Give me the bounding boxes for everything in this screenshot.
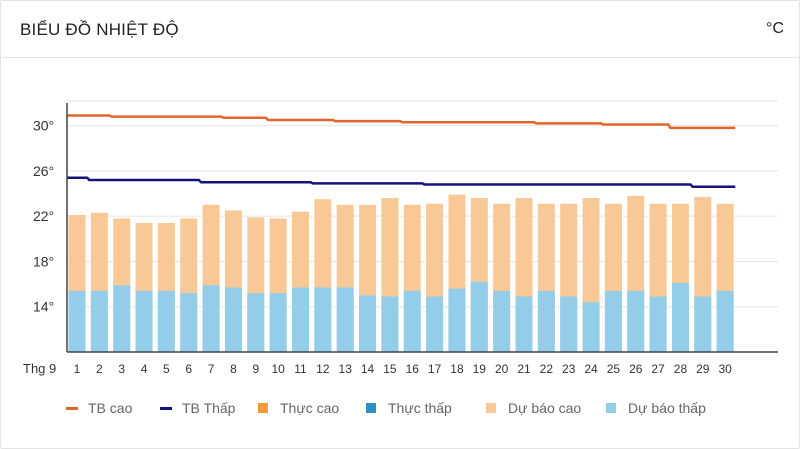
bar-du-bao-thap [68, 290, 86, 352]
x-axis-title: Thg 9 [23, 361, 56, 376]
x-tick-label: 27 [651, 362, 665, 376]
x-tick-label: 28 [674, 362, 688, 376]
bar-du-bao-thap [381, 296, 399, 352]
legend-item-du-bao-thap[interactable]: Dự báo thấp [606, 396, 706, 420]
legend-swatch-tb-cao [66, 406, 78, 410]
x-tick-label: 10 [271, 362, 285, 376]
x-tick-label: 7 [208, 362, 215, 376]
bar-du-bao-thap [180, 293, 198, 352]
bar-du-bao-thap [426, 296, 444, 352]
x-tick-label: 1 [74, 362, 81, 376]
legend-label: Dự báo thấp [628, 400, 706, 416]
x-tick-label: 29 [696, 362, 710, 376]
x-tick-label: 14 [361, 362, 375, 376]
legend-swatch-thuc-thap [366, 403, 376, 413]
legend-item-thuc-cao[interactable]: Thực cao [258, 396, 339, 420]
bar-du-bao-thap [157, 290, 175, 352]
bar-du-bao-thap [113, 285, 131, 352]
x-tick-label: 17 [428, 362, 442, 376]
chart-header: BIỂU ĐỒ NHIỆT ĐỘ °C [2, 2, 800, 58]
x-tick-label: 6 [185, 362, 192, 376]
chart-title: BIỂU ĐỒ NHIỆT ĐỘ [20, 20, 179, 39]
legend-label: TB Thấp [182, 400, 236, 416]
x-tick-label: 19 [473, 362, 487, 376]
bar-du-bao-thap [627, 290, 645, 352]
legend-swatch-du-bao-thap [606, 403, 616, 413]
x-tick-label: 30 [718, 362, 732, 376]
x-tick-label: 3 [118, 362, 125, 376]
bar-du-bao-thap [493, 290, 511, 352]
legend-item-tb-thap[interactable]: TB Thấp [160, 396, 235, 420]
x-tick-label: 5 [163, 362, 170, 376]
x-tick-label: 20 [495, 362, 509, 376]
x-tick-label: 21 [517, 362, 531, 376]
bar-du-bao-thap [269, 293, 287, 352]
x-tick-label: 12 [316, 362, 330, 376]
legend-swatch-du-bao-cao [486, 403, 496, 413]
x-tick-label: 23 [562, 362, 576, 376]
y-tick-label: 18° [33, 253, 54, 269]
bar-du-bao-thap [90, 290, 108, 352]
line-tb-thap [66, 176, 736, 189]
bar-du-bao-thap [448, 288, 466, 352]
bar-du-bao-thap [470, 281, 488, 352]
x-tick-label: 26 [629, 362, 643, 376]
bar-du-bao-thap [359, 295, 377, 352]
x-tick-label: 25 [607, 362, 621, 376]
legend-label: TB cao [88, 400, 133, 416]
legend-item-du-bao-cao[interactable]: Dự báo cao [486, 396, 581, 420]
y-tick-label: 26° [33, 163, 54, 179]
y-tick-label: 22° [33, 208, 54, 224]
x-tick-label: 8 [230, 362, 237, 376]
bar-du-bao-thap [247, 293, 265, 352]
legend-item-tb-cao[interactable]: TB cao [66, 396, 132, 420]
bar-du-bao-thap [649, 296, 667, 352]
bar-du-bao-thap [314, 287, 332, 352]
x-tick-label: 22 [540, 362, 554, 376]
bar-du-bao-thap [403, 290, 421, 352]
bar-du-bao-thap [537, 290, 555, 352]
bar-du-bao-thap [336, 287, 354, 352]
x-tick-label: 18 [450, 362, 464, 376]
y-tick-label: 30° [33, 118, 54, 134]
x-tick-label: 11 [294, 362, 307, 376]
legend-label: Thực cao [280, 400, 340, 416]
bar-du-bao-thap [135, 290, 153, 352]
bar-du-bao-thap [604, 290, 622, 352]
bar-du-bao-thap [560, 296, 578, 352]
x-tick-label: 16 [406, 362, 420, 376]
bar-du-bao-thap [671, 282, 689, 352]
chart-legend: TB cao TB Thấp Thực cao Thực thấp Dự báo… [0, 396, 800, 420]
legend-swatch-tb-thap [160, 406, 172, 410]
legend-swatch-thuc-cao [258, 403, 268, 413]
x-tick-label: 4 [141, 362, 148, 376]
bar-du-bao-thap [292, 287, 309, 352]
line-tb-cao [66, 114, 736, 130]
legend-label: Thực thấp [388, 400, 452, 416]
bar-du-bao-thap [716, 290, 734, 352]
x-tick-label: 24 [584, 362, 598, 376]
y-tick-label: 14° [33, 299, 54, 315]
legend-item-thuc-thap[interactable]: Thực thấp [366, 396, 452, 420]
bar-du-bao-thap [582, 302, 600, 352]
bar-du-bao-thap [202, 285, 220, 352]
unit-label: °C [766, 20, 784, 37]
bar-du-bao-thap [515, 296, 533, 352]
bar-du-bao-thap [694, 296, 712, 352]
x-tick-label: 2 [96, 362, 103, 376]
legend-label: Dự báo cao [508, 400, 582, 416]
x-tick-label: 15 [383, 362, 397, 376]
bar-du-bao-thap [224, 287, 242, 352]
x-tick-label: 13 [339, 362, 353, 376]
x-tick-label: 9 [252, 362, 259, 376]
